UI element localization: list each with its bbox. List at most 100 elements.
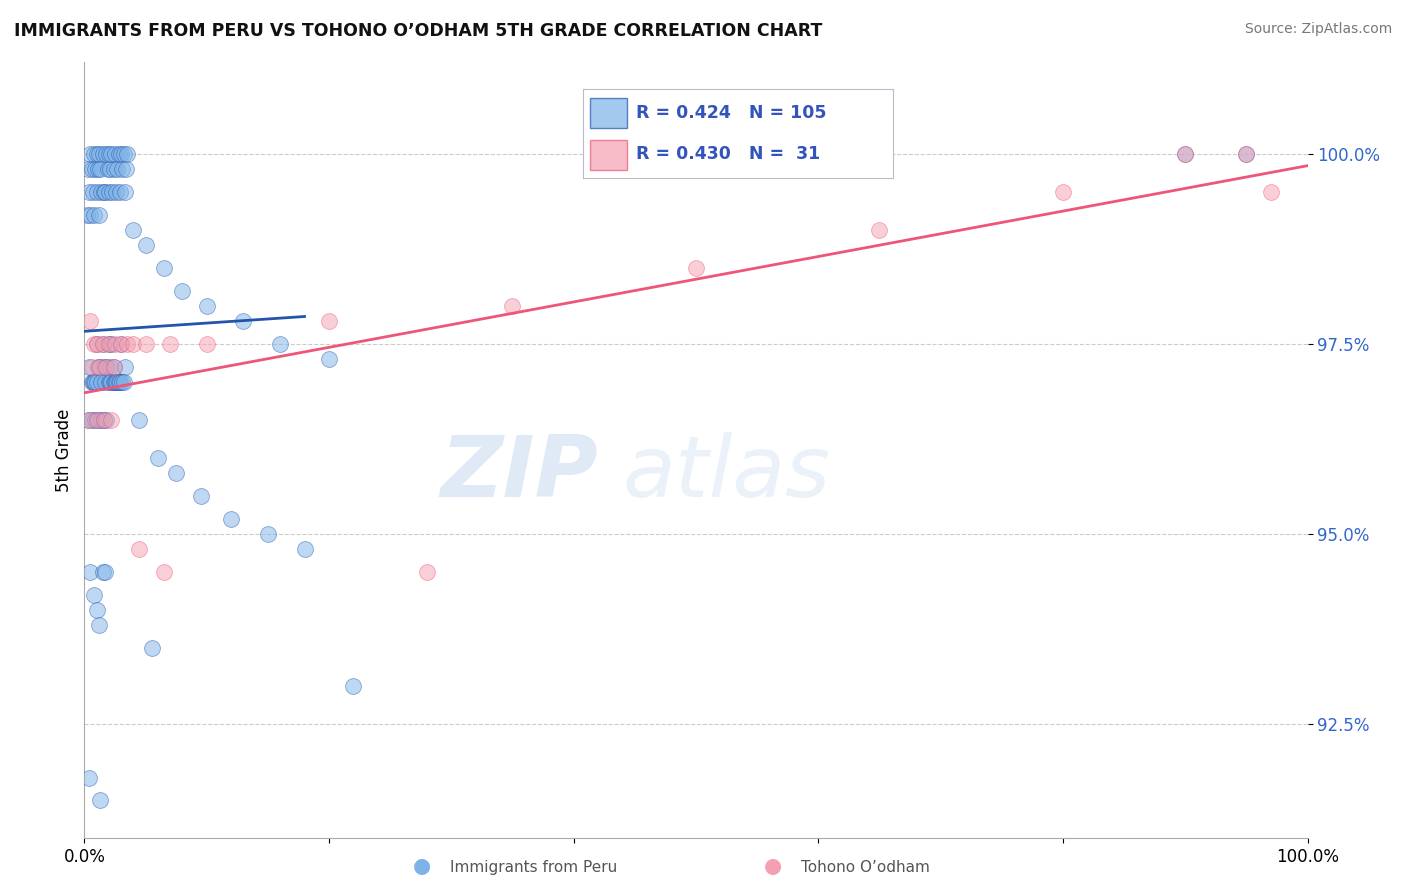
Point: [98, 161, 121, 176]
Point: [103, 375, 125, 389]
Point: [87, 161, 110, 176]
Point: [103, 359, 125, 374]
Point: [94, 185, 117, 199]
Point: [122, 223, 145, 237]
Point: [91, 337, 114, 351]
Point: [98, 375, 121, 389]
Point: [105, 185, 128, 199]
Point: [94, 565, 117, 579]
Point: [82, 375, 104, 389]
Point: [84, 375, 107, 389]
FancyBboxPatch shape: [589, 98, 627, 128]
Point: [90, 375, 112, 389]
Point: [114, 359, 136, 374]
Point: [93, 359, 115, 374]
Text: R = 0.430   N =  31: R = 0.430 N = 31: [636, 145, 820, 163]
Point: [115, 161, 138, 176]
Point: [108, 185, 131, 199]
Point: [97, 185, 120, 199]
Point: [80, 161, 103, 176]
Point: [115, 146, 138, 161]
Point: [104, 337, 127, 351]
Point: [135, 337, 157, 351]
Point: [79, 565, 101, 579]
Point: [77, 413, 100, 427]
Point: [84, 413, 107, 427]
Point: [103, 359, 125, 374]
Point: [105, 375, 128, 389]
Point: [122, 337, 145, 351]
Point: [90, 413, 112, 427]
Point: [96, 359, 118, 374]
Point: [195, 337, 218, 351]
Point: [77, 771, 100, 785]
Point: [195, 299, 218, 313]
Point: [103, 161, 125, 176]
Point: [86, 337, 108, 351]
Point: [685, 260, 707, 275]
Text: Source: ZipAtlas.com: Source: ZipAtlas.com: [1244, 22, 1392, 37]
Point: [318, 352, 340, 367]
Point: [97, 161, 120, 176]
Point: [80, 375, 103, 389]
Point: [100, 146, 122, 161]
Point: [232, 314, 254, 328]
Point: [83, 588, 105, 602]
Point: [87, 413, 110, 427]
Point: [172, 284, 194, 298]
Point: [107, 146, 129, 161]
Point: [112, 375, 135, 389]
Text: ●: ●: [413, 856, 430, 876]
Point: [93, 185, 115, 199]
Point: [82, 185, 104, 199]
Point: [80, 359, 103, 374]
Point: [86, 337, 108, 351]
Point: [1174, 146, 1197, 161]
Point: [128, 542, 150, 557]
Point: [86, 146, 108, 161]
Point: [107, 375, 129, 389]
Point: [96, 146, 118, 161]
Point: [77, 185, 100, 199]
FancyBboxPatch shape: [589, 140, 627, 170]
Point: [110, 146, 132, 161]
Point: [86, 603, 108, 617]
Point: [318, 314, 340, 328]
Point: [77, 413, 100, 427]
Point: [87, 359, 110, 374]
Point: [153, 565, 176, 579]
Point: [257, 527, 280, 541]
Point: [111, 161, 134, 176]
Point: [96, 413, 118, 427]
Point: [87, 146, 110, 161]
Point: [1236, 146, 1258, 161]
Point: [115, 337, 138, 351]
Point: [87, 618, 110, 632]
Point: [97, 337, 120, 351]
Point: [77, 359, 100, 374]
Point: [105, 161, 128, 176]
Point: [110, 337, 132, 351]
Point: [269, 337, 291, 351]
Point: [1260, 185, 1282, 199]
Point: [112, 146, 135, 161]
Point: [77, 161, 100, 176]
Point: [84, 161, 107, 176]
Point: [93, 413, 115, 427]
Text: atlas: atlas: [623, 433, 831, 516]
Point: [97, 146, 120, 161]
Point: [101, 185, 124, 199]
Point: [86, 185, 108, 199]
Point: [87, 359, 110, 374]
Text: ZIP: ZIP: [440, 433, 598, 516]
Point: [342, 679, 364, 693]
Point: [96, 359, 118, 374]
Point: [108, 375, 131, 389]
Point: [87, 208, 110, 222]
Point: [100, 413, 122, 427]
Point: [93, 413, 115, 427]
Point: [1174, 146, 1197, 161]
Point: [869, 223, 891, 237]
Point: [110, 337, 132, 351]
Point: [1236, 146, 1258, 161]
